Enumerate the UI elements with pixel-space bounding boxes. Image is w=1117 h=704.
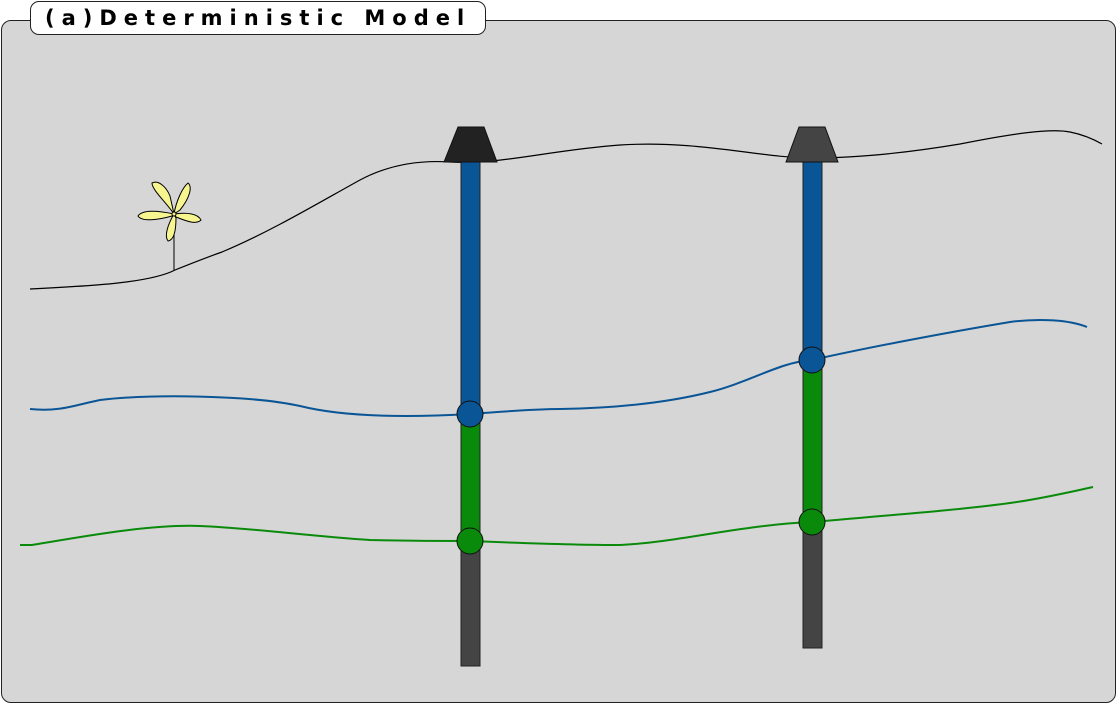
right-well <box>785 126 839 649</box>
right-well-lower-marker <box>798 508 826 536</box>
left-well <box>443 126 498 667</box>
left-well-top-segment <box>460 159 481 415</box>
right-well-bottom-segment <box>802 521 823 649</box>
surface-line <box>29 130 1103 290</box>
upper-horizon-line <box>29 318 1088 417</box>
diagram-panel <box>1 20 1116 703</box>
wellhead-icon <box>443 126 498 163</box>
left-well-bottom-segment <box>460 540 481 667</box>
wellhead-icon <box>785 126 839 163</box>
left-well-lower-marker <box>456 527 484 555</box>
right-well-upper-marker <box>798 346 826 374</box>
left-well-middle-segment <box>460 413 481 542</box>
figure-title: (a)Deterministic Model <box>30 1 487 35</box>
right-well-top-segment <box>802 159 823 361</box>
wind-turbine-icon <box>137 181 202 270</box>
left-well-upper-marker <box>456 400 484 428</box>
lower-horizon-line <box>20 486 1094 547</box>
right-well-middle-segment <box>802 359 823 523</box>
